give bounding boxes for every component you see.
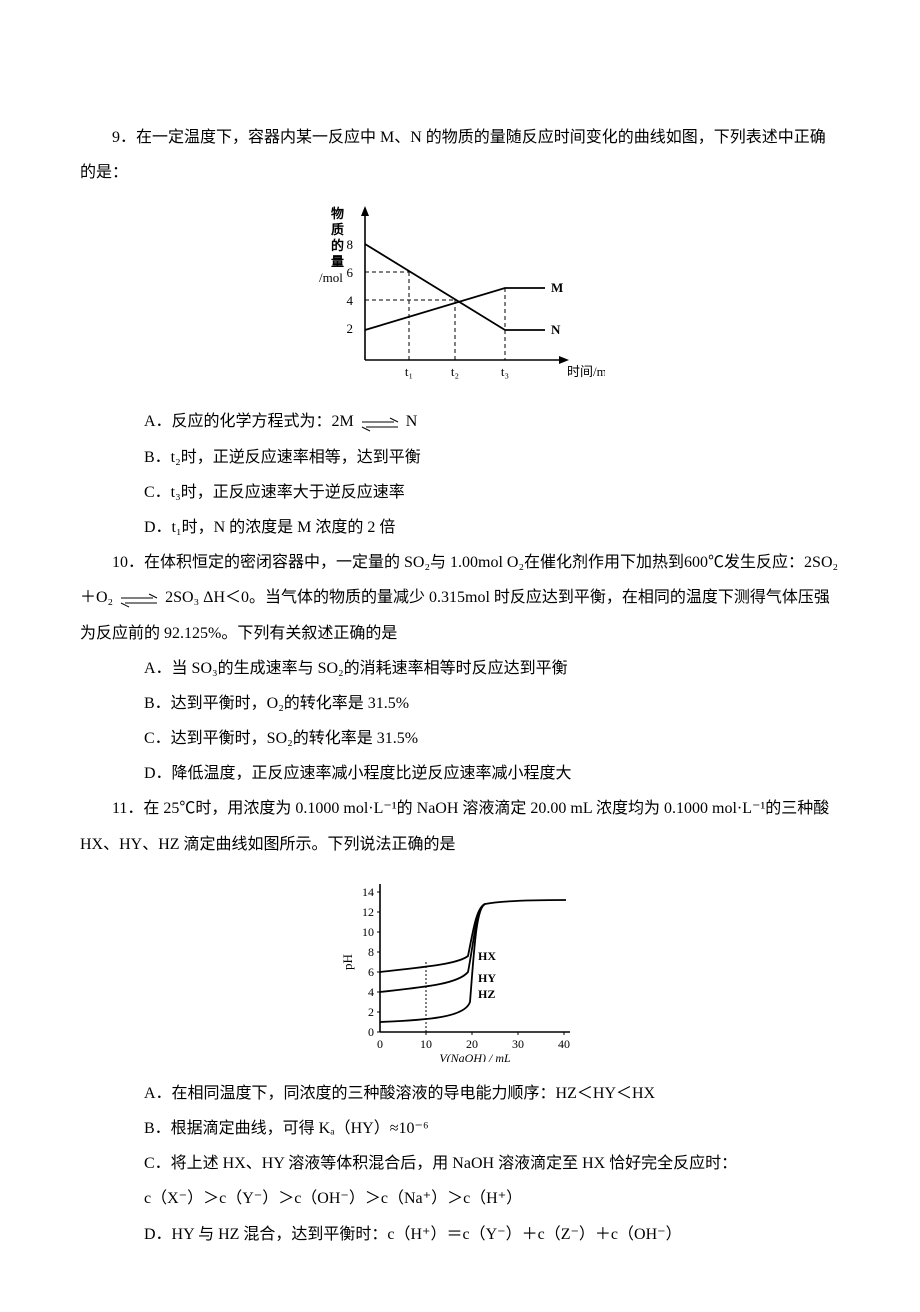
q9-xlabel: 时间/min	[567, 364, 605, 379]
q9-series-M: M	[551, 280, 563, 295]
q9-ytick-8: 8	[347, 237, 354, 252]
q9-xtick-t3: t₃	[501, 364, 509, 379]
q11-stem: 11．在 25℃时，用浓度为 0.1000 mol·L⁻¹的 NaOH 溶液滴定…	[80, 791, 840, 861]
q11-ytick-6: 6	[368, 965, 374, 979]
q9-stem: 9．在一定温度下，容器内某一反应中 M、N 的物质的量随反应时间变化的曲线如图，…	[80, 120, 840, 190]
q11-xtick-40: 40	[558, 1037, 570, 1051]
q10-stem: 10．在体积恒定的密闭容器中，一定量的 SO₂与 1.00mol O₂在催化剂作…	[80, 545, 840, 651]
q11-ytick-4: 4	[368, 985, 374, 999]
q9-ytick-2: 2	[347, 321, 354, 336]
q11-opt-B: B．根据滴定曲线，可得 Kₐ（HY）≈10⁻⁶	[80, 1111, 840, 1146]
q9-xtick-t2: t₂	[451, 364, 459, 379]
q11-opt-C2: c（X⁻）＞c（Y⁻）＞c（OH⁻）＞c（Na⁺）＞c（H⁺）	[80, 1181, 840, 1216]
q11-chart: 0 2 4 6 8 10 12 14 0 10 20 30 40	[330, 872, 590, 1062]
q9-opt-B: B．t₂时，正逆反应速率相等，达到平衡	[80, 440, 840, 475]
q9-opt-A: A．反应的化学方程式为：2M N	[80, 404, 840, 439]
q9-series-N: N	[551, 322, 561, 337]
q11-ytick-0: 0	[368, 1025, 374, 1039]
q11-ylabel: pH	[340, 954, 355, 970]
q11-xtick-0: 0	[377, 1037, 383, 1051]
q10-stem-p2: 2SO₃ ΔH＜0。当气体的物质的量减少 0.315mol 时反应达到平衡，在相…	[80, 589, 830, 641]
q11-opt-C1: C．将上述 HX、HY 溶液等体积混合后，用 NaOH 溶液滴定至 HX 恰好完…	[80, 1146, 840, 1181]
q9-ytick-6: 6	[347, 265, 354, 280]
q9-ylabel-1: 物	[331, 206, 344, 221]
q11-figure: 0 2 4 6 8 10 12 14 0 10 20 30 40	[80, 872, 840, 1062]
q9-opt-A-text2: N	[406, 413, 418, 430]
q11-curve-HY: HY	[478, 971, 496, 985]
q9-opt-D: D．t₁时，N 的浓度是 M 浓度的 2 倍	[80, 510, 840, 545]
q9-figure: 物 质 的 量 /mol 2 4 6 8	[80, 200, 840, 390]
q9-chart: 物 质 的 量 /mol 2 4 6 8	[315, 200, 605, 390]
q9-opt-A-text1: A．反应的化学方程式为：2M	[144, 413, 354, 430]
equilibrium-arrow-icon	[358, 416, 402, 432]
q11-ytick-2: 2	[368, 1005, 374, 1019]
q11-opt-A: A．在相同温度下，同浓度的三种酸溶液的导电能力顺序：HZ＜HY＜HX	[80, 1076, 840, 1111]
exam-page: 9．在一定温度下，容器内某一反应中 M、N 的物质的量随反应时间变化的曲线如图，…	[0, 0, 920, 1312]
q9-ylabel-3: 的	[331, 238, 344, 253]
q9-ylabel-2: 质	[331, 222, 344, 237]
q9-ylabel-5: /mol	[319, 270, 343, 285]
q9-xtick-t1: t₁	[405, 364, 413, 379]
q10-opt-A: A．当 SO₃的生成速率与 SO₂的消耗速率相等时反应达到平衡	[80, 651, 840, 686]
equilibrium-arrow-icon	[117, 592, 161, 608]
q9-ylabel-4: 量	[331, 254, 344, 269]
q11-xtick-30: 30	[512, 1037, 524, 1051]
q11-xtick-20: 20	[466, 1037, 478, 1051]
q11-xlabel: V(NaOH) / mL	[439, 1051, 511, 1062]
q10-opt-D: D．降低温度，正反应速率减小程度比逆反应速率减小程度大	[80, 756, 840, 791]
q11-ytick-8: 8	[368, 945, 374, 959]
q10-opt-B: B．达到平衡时，O₂的转化率是 31.5%	[80, 686, 840, 721]
q11-ytick-10: 10	[362, 925, 374, 939]
q11-xtick-10: 10	[420, 1037, 432, 1051]
q11-opt-D: D．HY 与 HZ 混合，达到平衡时：c（H⁺）＝c（Y⁻）＋c（Z⁻）＋c（O…	[80, 1217, 840, 1252]
q11-ytick-14: 14	[362, 885, 374, 899]
q10-opt-C: C．达到平衡时，SO₂的转化率是 31.5%	[80, 721, 840, 756]
q11-curve-HZ: HZ	[478, 987, 495, 1001]
q11-curve-HX: HX	[478, 949, 496, 963]
q9-ytick-4: 4	[347, 293, 354, 308]
q9-opt-C: C．t₃时，正反应速率大于逆反应速率	[80, 475, 840, 510]
q11-ytick-12: 12	[362, 905, 374, 919]
